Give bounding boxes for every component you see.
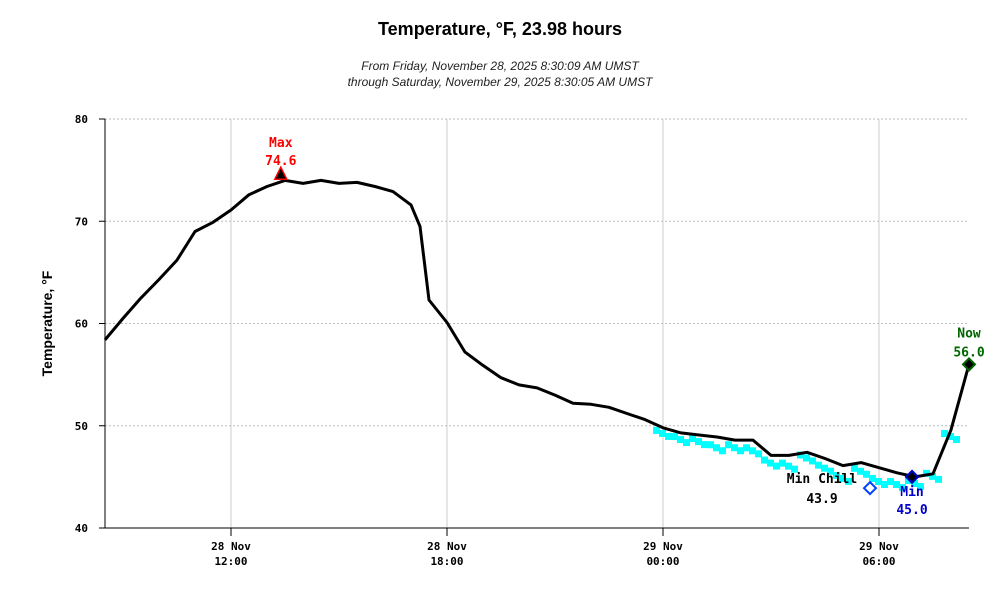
chill-point bbox=[725, 441, 732, 449]
chill-point bbox=[851, 464, 858, 472]
max-label: Max bbox=[269, 136, 293, 151]
chill-point bbox=[695, 438, 702, 446]
chill-point bbox=[953, 435, 960, 443]
chill-point bbox=[707, 441, 714, 449]
y-tick-label: 40 bbox=[75, 522, 88, 535]
x-tick-label-date: 28 Nov bbox=[211, 540, 251, 553]
now-value: 56.0 bbox=[953, 345, 984, 360]
chill-point bbox=[857, 467, 864, 475]
chill-point bbox=[689, 435, 696, 443]
chill-point bbox=[887, 478, 894, 486]
min-value: 45.0 bbox=[896, 503, 927, 518]
now-label: Now bbox=[957, 326, 981, 341]
chill-point bbox=[929, 472, 936, 480]
chill-point bbox=[845, 477, 852, 485]
min-chill-value: 43.9 bbox=[806, 492, 837, 507]
chill-point bbox=[773, 462, 780, 470]
now-marker bbox=[961, 356, 977, 372]
chill-point bbox=[659, 429, 666, 437]
y-tick-label: 60 bbox=[75, 318, 88, 331]
chill-point bbox=[761, 456, 768, 464]
chill-point bbox=[767, 459, 774, 467]
chill-point bbox=[755, 450, 762, 458]
max-marker bbox=[273, 165, 289, 180]
chill-point bbox=[893, 481, 900, 489]
chill-point bbox=[941, 429, 948, 437]
x-tick-label-time: 06:00 bbox=[862, 555, 895, 568]
chill-point bbox=[935, 475, 942, 483]
min-label: Min bbox=[900, 485, 923, 500]
chill-point bbox=[719, 447, 726, 455]
chill-point bbox=[869, 474, 876, 482]
chill-point bbox=[881, 480, 888, 488]
chart-subtitle-through: through Saturday, November 29, 2025 8:30… bbox=[347, 75, 653, 89]
chill-point bbox=[833, 471, 840, 479]
chill-point bbox=[683, 439, 690, 447]
chill-point bbox=[701, 441, 708, 449]
chill-point bbox=[827, 467, 834, 475]
chill-point bbox=[665, 432, 672, 440]
chill-point bbox=[785, 462, 792, 470]
chill-point bbox=[899, 484, 906, 492]
chill-point bbox=[923, 469, 930, 477]
chart-subtitle-from: From Friday, November 28, 2025 8:30:09 A… bbox=[361, 59, 639, 73]
chill-point bbox=[863, 470, 870, 478]
chill-point bbox=[713, 444, 720, 452]
x-tick-label-date: 28 Nov bbox=[427, 540, 467, 553]
max-value: 74.6 bbox=[265, 154, 296, 169]
chill-point bbox=[749, 447, 756, 455]
x-tick-label-date: 29 Nov bbox=[643, 540, 683, 553]
y-tick-label: 70 bbox=[75, 215, 88, 228]
chill-point bbox=[815, 461, 822, 469]
chill-point bbox=[821, 464, 828, 472]
chill-point bbox=[737, 447, 744, 455]
x-tick-label-time: 00:00 bbox=[646, 555, 679, 568]
chill-point bbox=[809, 457, 816, 465]
chill-point bbox=[743, 444, 750, 452]
chill-point bbox=[791, 465, 798, 473]
temperature-line bbox=[103, 178, 971, 479]
chill-point bbox=[875, 477, 882, 485]
y-tick-label: 50 bbox=[75, 420, 88, 433]
y-tick-label: 80 bbox=[75, 113, 88, 126]
chill-point bbox=[677, 436, 684, 444]
chill-point bbox=[797, 451, 804, 459]
x-tick-label-date: 29 Nov bbox=[859, 540, 899, 553]
chill-point bbox=[947, 432, 954, 440]
chill-point bbox=[779, 459, 786, 467]
chill-point bbox=[839, 474, 846, 482]
chill-point bbox=[911, 480, 918, 488]
chill-point bbox=[731, 444, 738, 452]
chill-point bbox=[653, 426, 660, 434]
chart-title: Temperature, °F, 23.98 hours bbox=[378, 19, 622, 39]
x-tick-label-time: 18:00 bbox=[430, 555, 463, 568]
min-chill-label: Min Chill bbox=[787, 472, 857, 487]
y-axis-label: Temperature, °F bbox=[39, 270, 55, 376]
min-marker bbox=[904, 469, 920, 485]
min-chill-marker bbox=[862, 480, 878, 496]
chill-point bbox=[803, 454, 810, 462]
chill-point bbox=[917, 483, 924, 491]
chill-point bbox=[671, 433, 678, 441]
x-tick-label-time: 12:00 bbox=[214, 555, 247, 568]
